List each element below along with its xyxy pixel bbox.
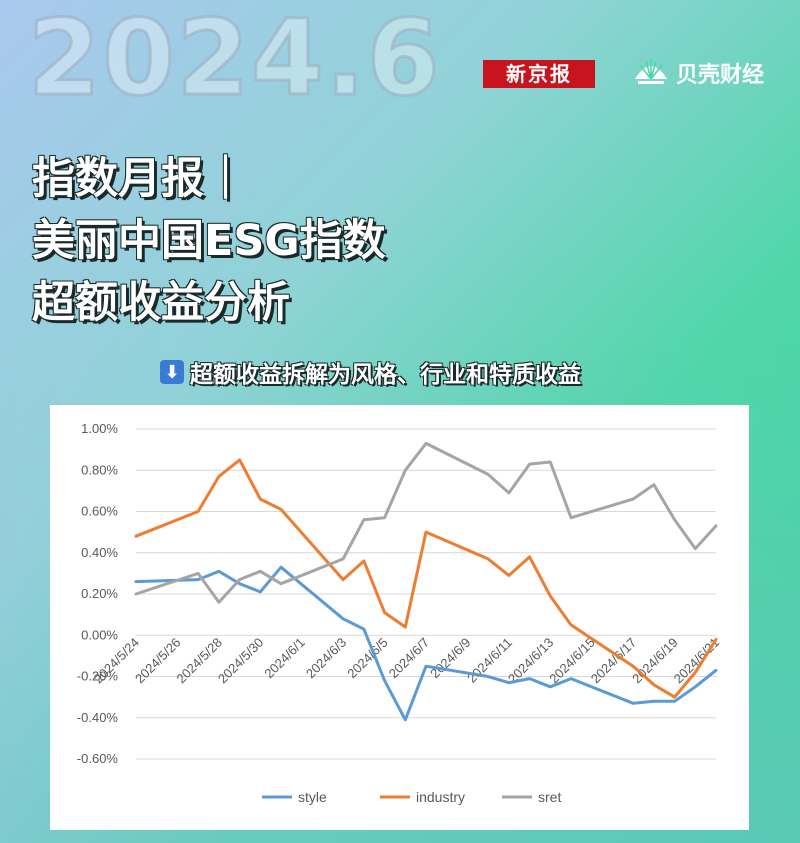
x-tick-label: 2024/5/30 — [215, 635, 267, 687]
y-tick-label: 1.00% — [81, 421, 118, 436]
y-tick-label: -0.20% — [77, 669, 119, 684]
beike-logo-text: 贝壳财经 — [676, 63, 765, 88]
y-tick-label: -0.60% — [77, 751, 119, 766]
y-tick-label: 0.60% — [81, 504, 118, 519]
down-arrow-icon: ⬇ — [160, 360, 184, 384]
x-tick-label: 2024/6/3 — [303, 635, 349, 681]
x-tick-label: 2024/6/7 — [386, 635, 432, 681]
subtitle-text: 超额收益拆解为风格、行业和特质收益 — [190, 362, 581, 388]
legend-label-sret: sret — [538, 789, 561, 805]
y-tick-label: -0.40% — [77, 710, 119, 725]
y-tick-label: 0.80% — [81, 462, 118, 477]
series-line-sret — [134, 441, 718, 604]
shell-icon — [635, 59, 667, 84]
headline-line-3: 超额收益分析 — [32, 278, 290, 328]
series-line-industry — [134, 458, 718, 699]
chart-card: 1.00% 0.80% 0.60% 0.40% 0.20% 0.00% -0.20% -0.4… — [50, 405, 749, 830]
headline-line-2: 美丽中国ESG指数 — [32, 216, 386, 266]
y-tick-label: 0.00% — [81, 627, 118, 642]
headline: 指数月报｜ 美丽中国ESG指数 超额收益分析 — [32, 148, 386, 334]
subtitle: ⬇ 超额收益拆解为风格、行业和特质收益 — [160, 356, 581, 388]
legend-label-industry: industry — [416, 789, 465, 805]
legend-label-style: style — [298, 789, 327, 805]
xinjingbao-logo: 新京报 — [483, 60, 595, 88]
x-tick-label: 2024/6/1 — [261, 635, 307, 681]
big-date-watermark: 2024.6 — [26, 0, 442, 119]
y-tick-label: 0.20% — [81, 586, 118, 601]
line-chart: 1.00% 0.80% 0.60% 0.40% 0.20% 0.00% -0.20% -0.4… — [77, 421, 722, 805]
y-tick-label: 0.40% — [81, 545, 118, 560]
headline-line-1: 指数月报｜ — [32, 154, 247, 204]
beike-caijing-logo: 贝壳财经 — [632, 56, 764, 90]
series-line-style — [134, 565, 718, 722]
